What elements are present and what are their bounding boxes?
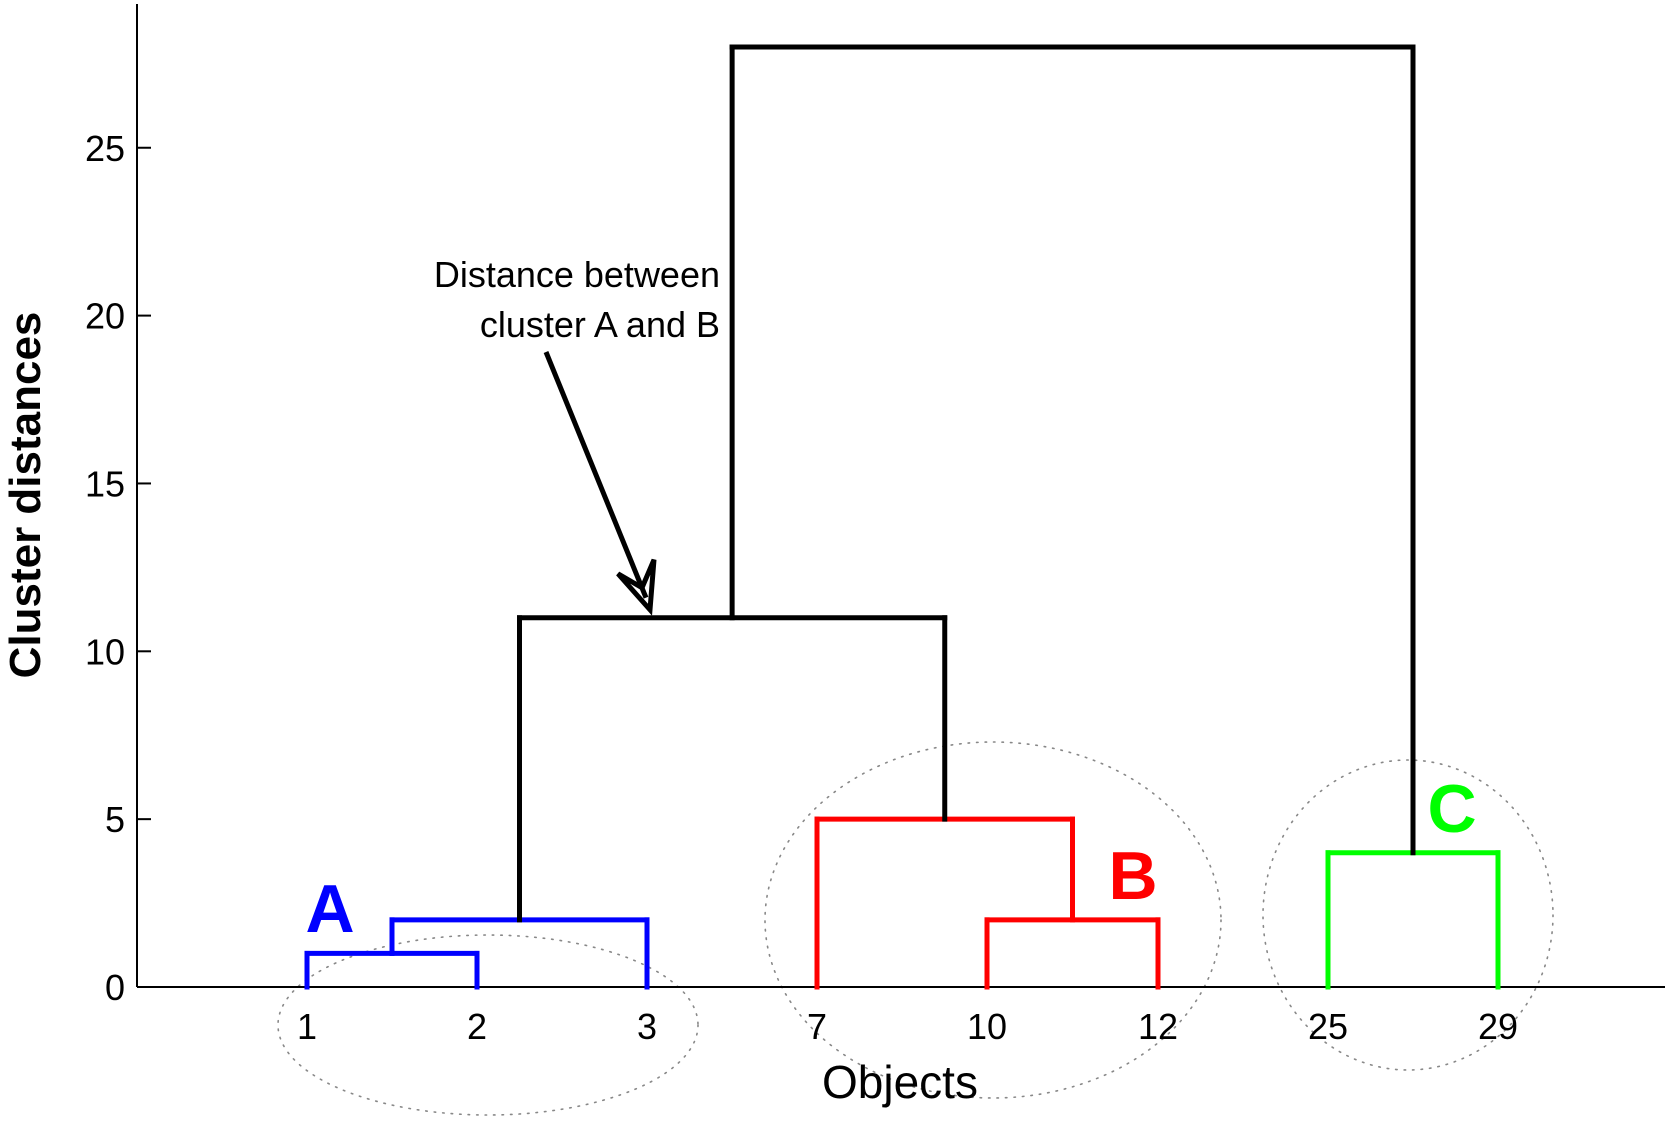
cluster-ellipse-c — [1262, 759, 1554, 1071]
x-tick-label-2: 2 — [467, 1006, 487, 1047]
cluster-ellipse-a — [277, 934, 699, 1116]
x-tick-label-7: 7 — [807, 1006, 827, 1047]
y-tick-label: 25 — [85, 128, 125, 169]
x-tick-label-29: 29 — [1478, 1006, 1518, 1047]
annotation-arrow-shaft — [543, 351, 649, 599]
annotation-arrow-head — [616, 558, 657, 616]
x-axis-title: Objects — [822, 1056, 978, 1108]
x-tick-label-12: 12 — [1138, 1006, 1178, 1047]
cluster-ellipse-b — [764, 741, 1222, 1099]
x-tick-label-10: 10 — [967, 1006, 1007, 1047]
y-tick-label: 0 — [105, 967, 125, 1008]
x-tick-label-3: 3 — [637, 1006, 657, 1047]
cluster-label-b: B — [1108, 838, 1157, 914]
y-tick-label: 20 — [85, 296, 125, 337]
y-tick-label: 15 — [85, 463, 125, 504]
y-tick-label: 5 — [105, 799, 125, 840]
annotation-line-2: cluster A and B — [480, 304, 720, 345]
annotation-line-1: Distance between — [434, 254, 720, 295]
y-tick-label: 10 — [85, 631, 125, 672]
cluster-label-c: C — [1427, 771, 1476, 847]
y-axis-title: Cluster distances — [1, 312, 50, 679]
cluster-label-a: A — [305, 871, 354, 947]
x-tick-label-1: 1 — [297, 1006, 317, 1047]
x-tick-label-25: 25 — [1308, 1006, 1348, 1047]
